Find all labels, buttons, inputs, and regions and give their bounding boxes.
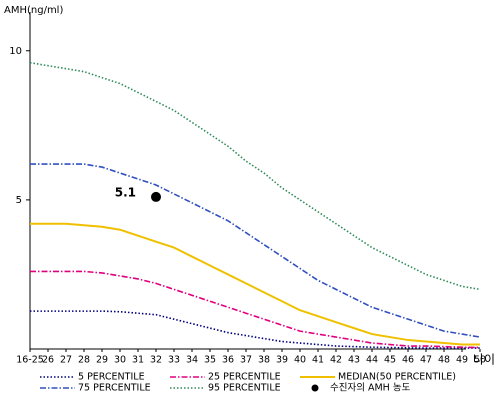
x-tick-label: 38 [258,355,270,366]
x-tick-label: 32 [150,355,162,366]
x-tick-label: 50 [474,355,486,366]
x-tick-label: 39 [276,355,288,366]
legend-swatch [311,384,319,392]
series-line [29,61,481,291]
y-axis-label: AMH(ng/ml) [4,5,63,16]
x-tick-label: 46 [402,355,414,366]
legend-label: 수진자의 AMH 농도 [330,383,411,394]
series-line [30,310,480,349]
x-tick-label: 40 [294,355,306,366]
x-tick-label: 36 [222,355,234,366]
x-axis-label: 나이 [473,353,495,367]
x-tick-label: 28 [78,355,90,366]
marker-label: 5.1 [115,185,136,199]
x-tick-label: 43 [348,355,360,366]
x-tick-label: 31 [132,355,144,366]
x-tick-label: 33 [168,355,180,366]
x-tick-label: 44 [366,355,378,366]
legend-label: 95 PERCENTILE [208,383,281,394]
legend-label: 5 PERCENTILE [78,372,145,383]
series-line [30,270,481,349]
x-tick-label: 35 [204,355,216,366]
legend-label: MEDIAN(50 PERCENTILE) [338,372,456,383]
series-line [30,163,481,338]
x-tick-label: 49 [456,355,468,366]
x-tick-label: 34 [186,355,198,366]
marker-point [151,191,161,202]
x-tick-label: 47 [420,355,432,366]
x-tick-label: 27 [60,355,72,366]
x-tick-label: 30 [114,355,126,366]
y-tick-label: 10 [9,46,22,57]
x-tick-label: 26 [42,355,54,366]
x-tick-label: 42 [330,355,342,366]
legend-label: 75 PERCENTILE [78,383,151,394]
y-tick-label: 5 [16,195,22,206]
x-tick-label: 45 [384,355,396,366]
x-tick-label: 37 [240,355,252,366]
x-tick-label: 16-25 [16,355,44,366]
x-tick-label: 29 [96,355,108,366]
legend-label: 25 PERCENTILE [208,372,281,383]
x-tick-label: 41 [312,355,324,366]
series-line [30,222,480,346]
x-tick-label: 48 [438,355,450,366]
